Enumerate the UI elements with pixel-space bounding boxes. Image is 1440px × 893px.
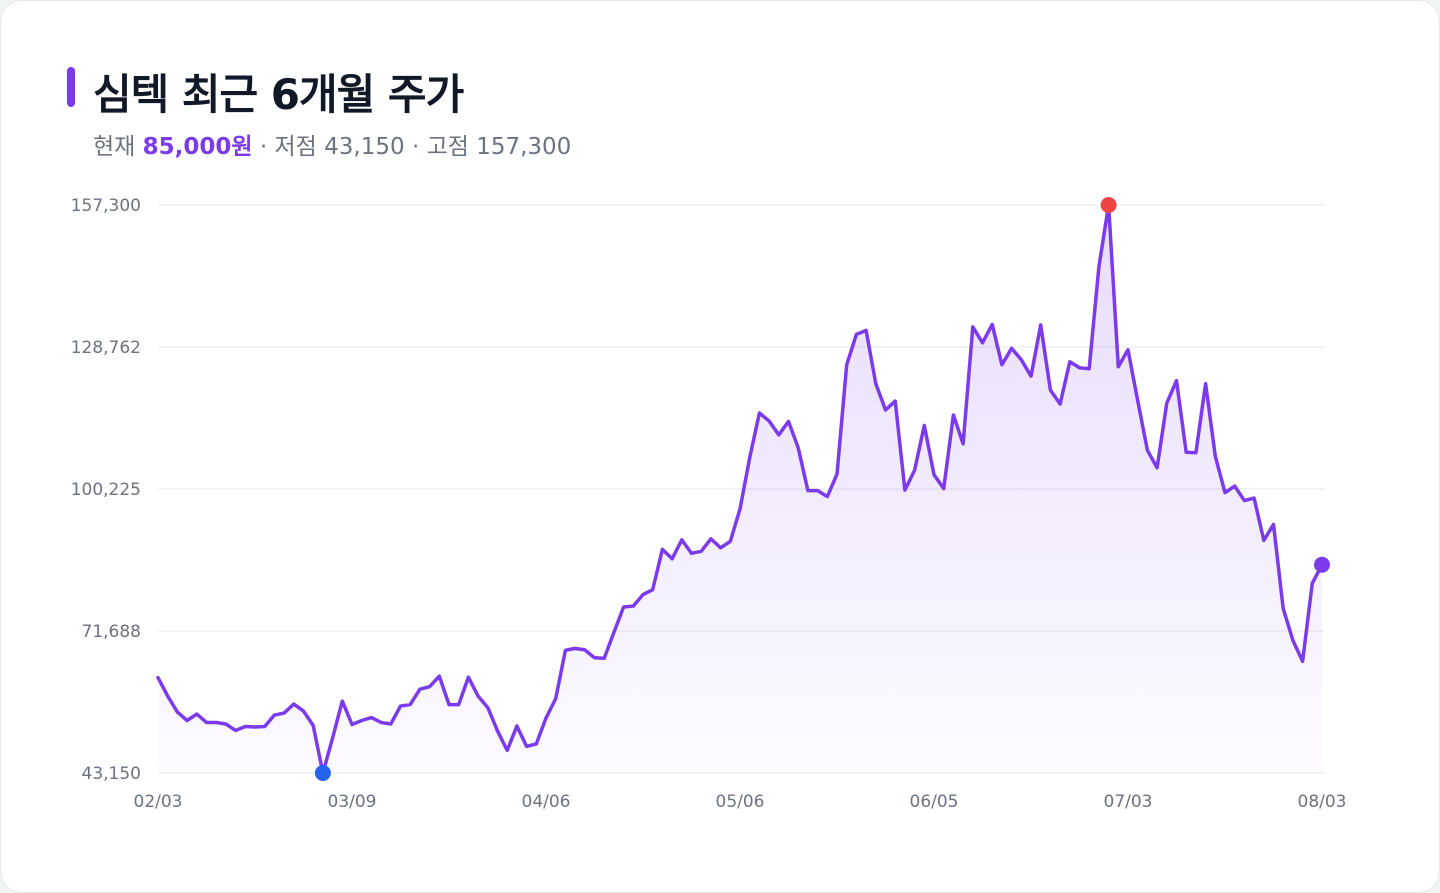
low-point-marker [314, 765, 331, 781]
x-tick-label: 06/05 [910, 792, 959, 812]
y-tick-label: 128,762 [71, 338, 141, 358]
high-point-marker [1100, 197, 1117, 213]
y-tick-label: 100,225 [71, 480, 141, 500]
high-price: 157,300 [476, 134, 572, 160]
current-price: 85,000원 [142, 134, 253, 160]
y-tick-label: 71,688 [82, 622, 141, 642]
x-axis-ticks: 02/03 03/09 04/06 05/06 06/05 07/03 08/03 [134, 792, 1347, 812]
x-tick-label: 05/06 [716, 792, 765, 812]
low-label: 저점 [274, 134, 317, 160]
low-price: 43,150 [324, 134, 405, 160]
current-label: 현재 [93, 134, 136, 160]
chart-title: 심텍 최근 6개월 주가 [93, 70, 464, 119]
price-summary: 현재 85,000원 · 저점 43,150 · 고점 157,300 [93, 127, 571, 161]
current-point-marker [1314, 556, 1330, 573]
y-tick-label: 157,300 [71, 196, 141, 216]
price-line [156, 203, 1324, 775]
x-tick-label: 02/03 [134, 792, 183, 812]
price-markers [314, 197, 1330, 781]
x-tick-label: 07/03 [1104, 792, 1153, 812]
x-tick-label: 08/03 [1298, 792, 1347, 812]
y-tick-label: 43,150 [82, 764, 141, 784]
high-label: 고점 [426, 134, 469, 160]
price-area-fill [158, 205, 1322, 773]
x-tick-label: 03/09 [328, 792, 377, 812]
title-accent-bar [67, 67, 75, 107]
x-tick-label: 04/06 [522, 792, 571, 812]
y-axis-ticks: 43,150 71,688 100,225 128,762 157,300 [71, 196, 141, 784]
separator: · [259, 134, 268, 160]
separator: · [411, 134, 420, 160]
